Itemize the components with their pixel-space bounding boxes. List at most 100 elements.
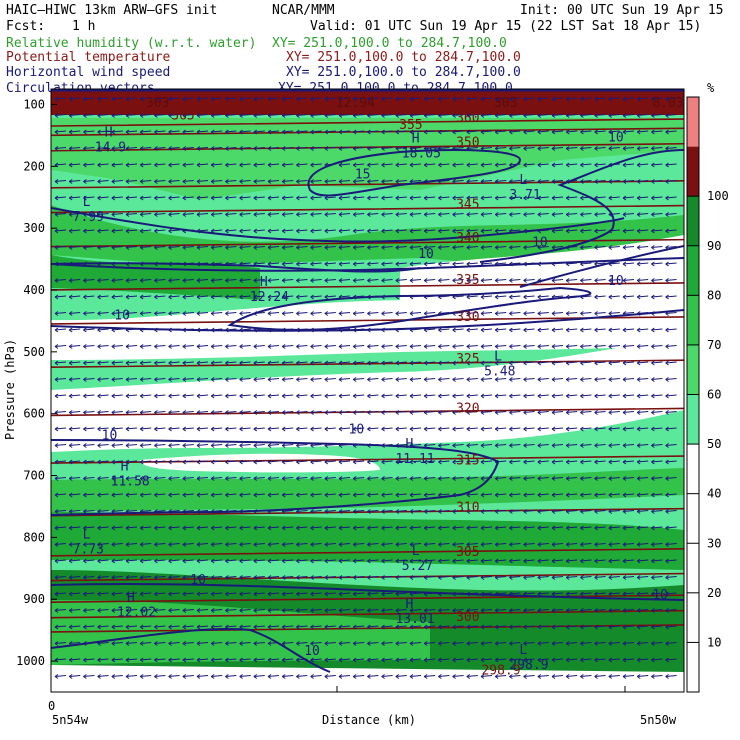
wind-vector bbox=[466, 245, 478, 250]
wind-vector bbox=[281, 674, 294, 679]
wind-vector bbox=[83, 608, 95, 613]
wind-vector bbox=[551, 674, 564, 679]
wind-vector bbox=[97, 591, 109, 597]
wind-vector bbox=[111, 426, 123, 432]
wind-vector bbox=[622, 410, 635, 415]
wind-vector bbox=[381, 96, 393, 102]
wind-vector bbox=[537, 146, 549, 151]
wind-vector bbox=[253, 195, 265, 201]
y-tick-label-1000: 1000 bbox=[16, 654, 45, 668]
wind-vector bbox=[83, 195, 95, 201]
wind-vector bbox=[651, 377, 663, 382]
wind-vector bbox=[551, 525, 564, 531]
wind-vector bbox=[139, 179, 152, 184]
theta-label: 305 bbox=[456, 545, 479, 560]
wind-vector bbox=[651, 459, 663, 465]
wind-vector bbox=[296, 311, 308, 316]
wind-vector bbox=[281, 179, 294, 184]
wind-vector bbox=[452, 608, 464, 613]
wind-vector bbox=[395, 228, 407, 234]
wind-vector bbox=[97, 492, 109, 498]
wind-vector bbox=[466, 228, 478, 234]
wind-vector bbox=[551, 195, 564, 201]
theta-isoline bbox=[51, 548, 684, 557]
wind-vector bbox=[267, 360, 280, 366]
wind-vector bbox=[253, 410, 265, 415]
wind-vector bbox=[580, 344, 592, 349]
wind-vector bbox=[395, 525, 407, 531]
wind-vector bbox=[182, 96, 194, 102]
wind-vector bbox=[395, 311, 407, 316]
wind-vector bbox=[367, 212, 379, 217]
wind-vector bbox=[196, 162, 209, 168]
wind-vector bbox=[210, 377, 223, 382]
wind-vector bbox=[267, 113, 280, 118]
wind-vector bbox=[139, 443, 152, 448]
wind-vector bbox=[594, 476, 606, 481]
colorbar-tick-label: 20 bbox=[707, 586, 721, 600]
wind-vector bbox=[310, 624, 322, 630]
extremum-value: 298.9 bbox=[509, 658, 548, 673]
wind-vector bbox=[324, 641, 336, 646]
wind-vector bbox=[509, 443, 521, 448]
wind-vector bbox=[182, 558, 194, 564]
wind-vector bbox=[665, 393, 677, 399]
wind-vector bbox=[523, 459, 535, 465]
wind-vector bbox=[480, 179, 493, 184]
wind-vector bbox=[509, 360, 521, 366]
wind-vector bbox=[537, 311, 549, 316]
wind-vector bbox=[452, 327, 464, 333]
wind-vector bbox=[196, 146, 209, 151]
wind-vector bbox=[381, 377, 393, 382]
wind-vector bbox=[523, 525, 535, 531]
wind-vector bbox=[352, 344, 365, 349]
wind-vector bbox=[551, 542, 564, 547]
wind-vector bbox=[168, 525, 180, 531]
wind-vector bbox=[665, 641, 677, 646]
wind-vector bbox=[636, 443, 649, 448]
wind-vector bbox=[509, 245, 521, 250]
wind-vector bbox=[83, 393, 95, 399]
wind-vector bbox=[665, 492, 677, 498]
wind-vector bbox=[139, 212, 152, 217]
wind-vector bbox=[83, 360, 95, 366]
wind-vector bbox=[452, 393, 464, 399]
colorbar-tick-label: 60 bbox=[707, 388, 721, 402]
wind-vector bbox=[210, 674, 223, 679]
wind-vector bbox=[551, 96, 564, 102]
wind-vector bbox=[125, 641, 138, 646]
wind-vector bbox=[438, 245, 450, 250]
wind-vector bbox=[196, 558, 209, 564]
wind-vector bbox=[452, 278, 464, 283]
wind-vector bbox=[367, 377, 379, 382]
wind-vector bbox=[83, 327, 95, 333]
wind-vector bbox=[68, 542, 81, 547]
theta-isoline bbox=[51, 594, 684, 604]
wind-vector bbox=[324, 278, 336, 283]
wind-vector bbox=[310, 162, 322, 168]
wind-vector bbox=[565, 393, 578, 399]
wind-vector bbox=[168, 558, 180, 564]
wind-vector bbox=[97, 278, 109, 283]
wind-vector bbox=[452, 575, 464, 580]
wind-vector bbox=[154, 129, 166, 135]
theta-isoline bbox=[51, 609, 684, 619]
wind-vector bbox=[423, 641, 436, 646]
wind-vector bbox=[97, 311, 109, 316]
wind-isoline-400-right bbox=[519, 245, 684, 288]
wind-vector bbox=[622, 575, 635, 580]
wind-vector bbox=[125, 294, 138, 300]
wind-vector bbox=[154, 410, 166, 415]
wind-vector bbox=[310, 311, 322, 316]
wind-vector bbox=[480, 492, 493, 498]
wind-vector bbox=[267, 212, 280, 217]
wind-label: 10 bbox=[608, 131, 624, 146]
wind-vector bbox=[452, 96, 464, 102]
wind-vector bbox=[182, 575, 194, 580]
wind-vector bbox=[608, 558, 620, 564]
wind-vector bbox=[338, 657, 351, 663]
wind-vector bbox=[665, 360, 677, 366]
wind-vector bbox=[196, 179, 209, 184]
wind-vector bbox=[310, 245, 322, 250]
wind-vector bbox=[210, 162, 223, 168]
